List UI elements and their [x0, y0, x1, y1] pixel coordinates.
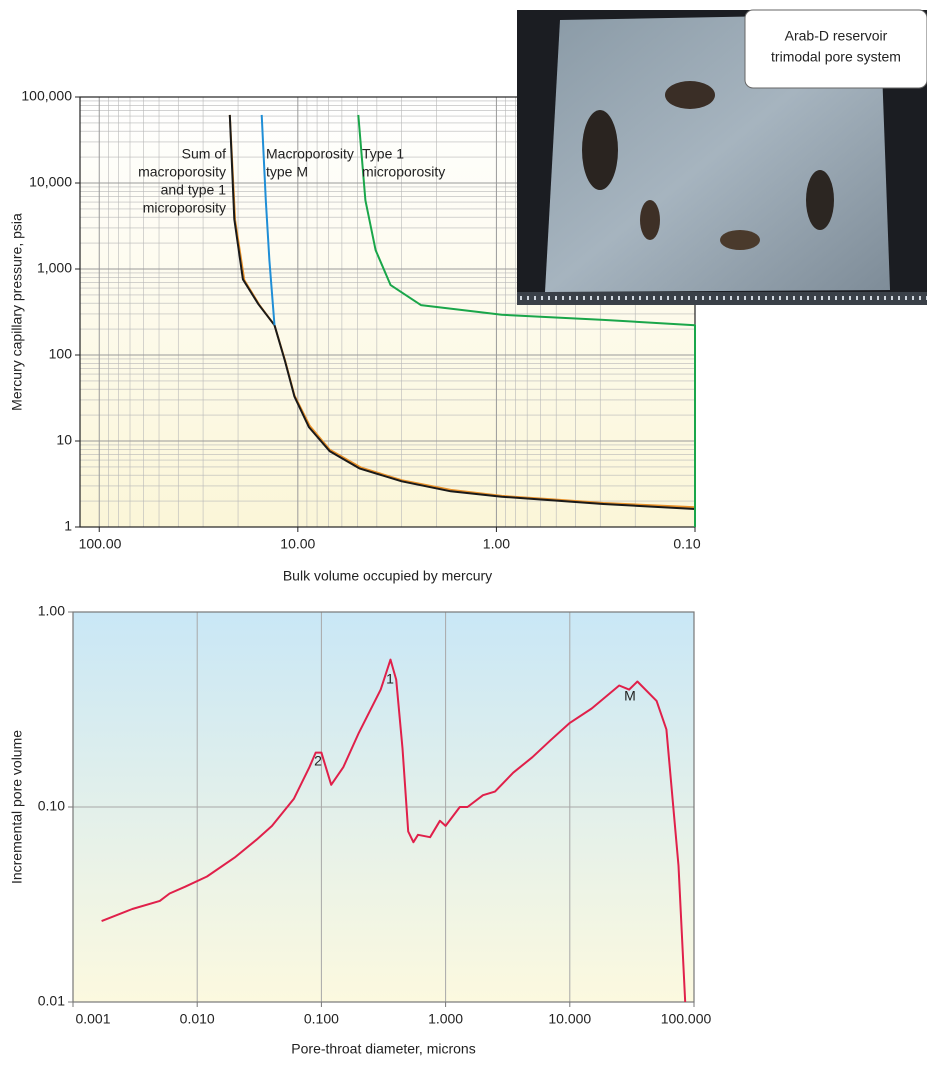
x-tick-label: 100.000: [661, 1011, 712, 1027]
annotation: macroporosity: [138, 164, 226, 180]
x-axis-title: Bulk volume occupied by mercury: [283, 568, 492, 584]
annotation: 2: [314, 753, 322, 769]
annotation: microporosity: [143, 200, 226, 216]
x-tick-label: 100.00: [79, 536, 122, 552]
x-axis-title: Pore-throat diameter, microns: [291, 1041, 475, 1057]
x-tick-label: 0.10: [673, 536, 700, 552]
photo-pore: [720, 230, 760, 250]
y-tick-label: 10,000: [29, 174, 72, 190]
photo-caption: Arab-D reservoir: [785, 28, 888, 44]
data-line: [101, 658, 687, 1003]
y-axis-title: Mercury capillary pressure, psia: [9, 213, 25, 411]
annotation: Macroporosity: [266, 146, 354, 162]
annotation: Type 1: [362, 146, 404, 162]
x-tick-label: 0.001: [75, 1011, 110, 1027]
photo-pore: [665, 81, 715, 109]
plot-frame: [72, 611, 695, 1003]
y-tick-label: 0.01: [38, 993, 65, 1009]
y-tick-label: 10: [56, 432, 72, 448]
x-tick-label: 10.000: [548, 1011, 591, 1027]
plot-frame: [79, 96, 696, 528]
y-axis-title: Incremental pore volume: [9, 730, 25, 884]
x-tick-label: 0.010: [180, 1011, 215, 1027]
photo-pore: [640, 200, 660, 240]
annotation: microporosity: [362, 164, 445, 180]
annotation: 1: [386, 671, 394, 687]
data-line: [228, 114, 696, 510]
photo-caption: trimodal pore system: [771, 49, 901, 65]
photo-pore: [806, 170, 834, 230]
y-tick-label: 0.10: [38, 798, 65, 814]
core-photo: Arab-D reservoir trimodal pore system: [517, 9, 927, 305]
y-tick-label: 1.00: [38, 603, 65, 619]
annotation: and type 1: [161, 182, 227, 198]
data-line: [260, 114, 276, 326]
y-tick-label: 1,000: [37, 260, 72, 276]
photo-pore: [582, 110, 618, 190]
annotation: type M: [266, 164, 308, 180]
photo-scale-bar: [517, 292, 927, 305]
y-tick-label: 100,000: [21, 88, 72, 104]
annotation: Sum of: [182, 146, 226, 162]
annotation: M: [624, 688, 636, 704]
photo-caption-box: [744, 9, 927, 89]
data-line: [357, 114, 696, 527]
x-tick-label: 0.100: [304, 1011, 339, 1027]
x-tick-label: 10.00: [280, 536, 315, 552]
x-tick-label: 1.00: [483, 536, 510, 552]
y-tick-label: 1: [64, 518, 72, 534]
x-tick-label: 1.000: [428, 1011, 463, 1027]
y-tick-label: 100: [49, 346, 73, 362]
